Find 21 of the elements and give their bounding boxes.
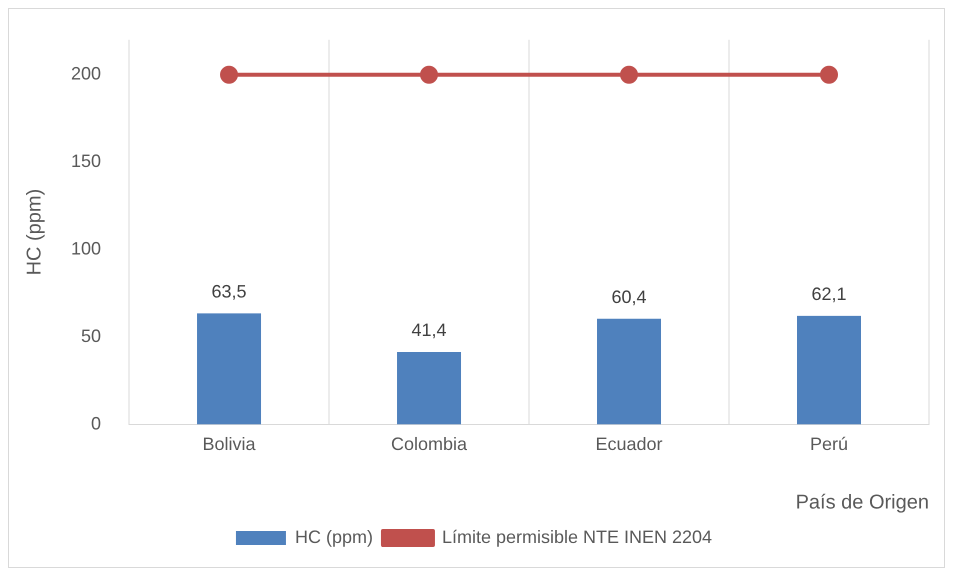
x-tick-label: Bolivia	[202, 434, 257, 454]
data-label: 41,4	[411, 320, 447, 340]
x-axis-title: País de Origen	[796, 492, 929, 514]
x-tick-label: Ecuador	[595, 434, 663, 454]
y-tick-label: 0	[91, 413, 102, 434]
legend-label: HC (ppm)	[294, 526, 373, 547]
y-tick-label: 50	[81, 326, 102, 346]
x-tick-label: Colombia	[390, 434, 468, 454]
data-label: 63,5	[212, 281, 247, 302]
y-tick-label: 150	[70, 151, 102, 172]
bar	[197, 313, 262, 424]
x-tick-label: Perú	[810, 434, 848, 454]
bar	[597, 318, 662, 424]
data-label: 62,1	[811, 284, 847, 304]
data-label: 60,4	[611, 286, 647, 307]
bar	[397, 352, 462, 424]
bar	[797, 316, 862, 424]
legend-label: Límite permisible NTE INEN 2204	[442, 526, 712, 547]
y-tick-label: 200	[70, 64, 102, 84]
y-axis-title: HC (ppm)	[24, 188, 46, 276]
y-tick-label: 100	[70, 238, 102, 259]
